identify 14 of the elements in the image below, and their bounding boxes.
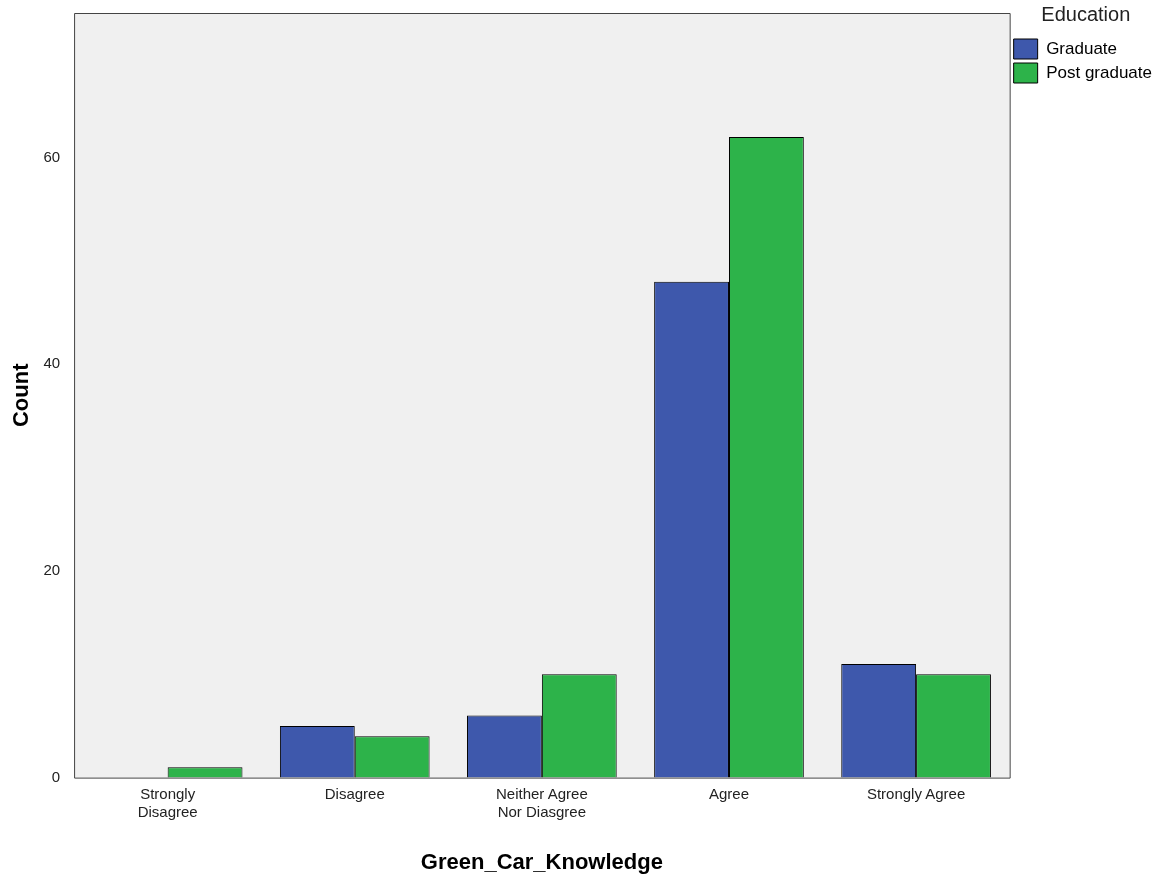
x-tick-label: Disagree <box>324 784 385 802</box>
legend-label: Graduate <box>1046 38 1118 58</box>
x-tick-label: Neither Agree Nor Diasgree <box>496 784 588 820</box>
x-tick-label: Strongly Agree <box>866 784 966 802</box>
x-axis-title: Green_Car_Knowledge <box>420 848 663 874</box>
y-axis-title: Count <box>8 362 34 428</box>
y-tick-label: 0 <box>51 767 61 785</box>
x-tick-label: Agree <box>708 784 749 802</box>
legend-title: Education <box>1041 2 1131 25</box>
y-tick-label: 60 <box>43 147 61 165</box>
legend-label: Post graduate <box>1046 62 1153 82</box>
x-tick-label: Strongly Disagree <box>137 784 198 820</box>
y-tick-label: 40 <box>43 354 61 372</box>
y-tick-label: 20 <box>43 561 61 579</box>
